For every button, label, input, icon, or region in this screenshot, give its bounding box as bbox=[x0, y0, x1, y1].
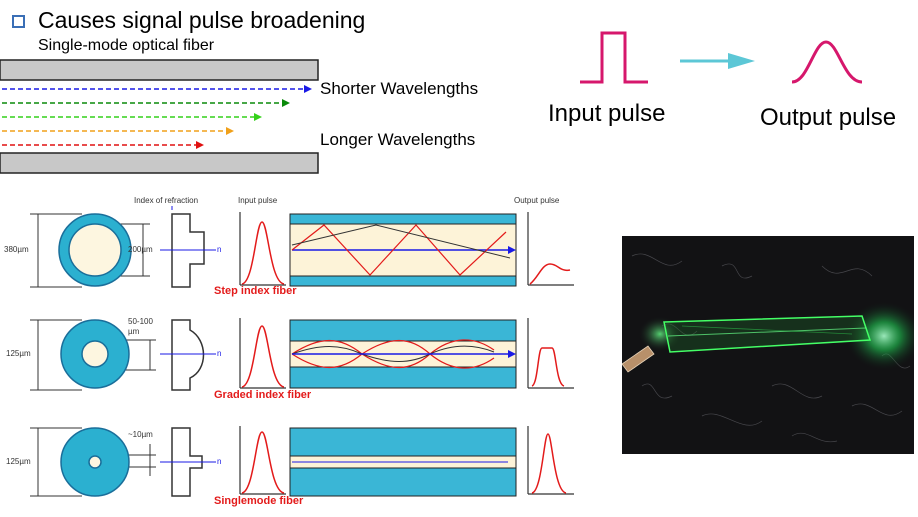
axis-n-label: n bbox=[217, 245, 222, 254]
step-index-caption: Step index fiber bbox=[214, 285, 297, 297]
output-pulse-column-label: Output pulse bbox=[514, 196, 560, 205]
fiber-cladding-bottom bbox=[0, 152, 319, 174]
input-pulse-icon bbox=[580, 31, 648, 84]
wavelength-ray-blue bbox=[2, 85, 312, 93]
input-pulse-curve bbox=[241, 325, 285, 388]
fiber-core bbox=[88, 455, 102, 469]
fiber-core bbox=[68, 223, 122, 277]
outer-dimension-label: 125µm bbox=[6, 457, 31, 466]
fiber-core bbox=[81, 340, 109, 368]
singlemode-caption: Singlemode fiber bbox=[214, 495, 304, 507]
fiber-laser-photo-drawing bbox=[622, 236, 914, 454]
output-pulse-curve bbox=[529, 263, 571, 285]
axis-n-label: n bbox=[217, 457, 222, 466]
longer-wavelengths-label: Longer Wavelengths bbox=[320, 130, 476, 149]
index-profile bbox=[171, 427, 203, 497]
input-pulse-label: Input pulse bbox=[548, 100, 666, 127]
index-profile bbox=[171, 319, 205, 391]
index-profile bbox=[171, 213, 205, 288]
wavelength-ray-red bbox=[2, 141, 204, 149]
ray-path-dark bbox=[291, 345, 495, 362]
ray-path-dark bbox=[291, 224, 511, 259]
input-pulse-column-label: Input pulse bbox=[238, 196, 278, 205]
output-pulse-icon bbox=[791, 40, 863, 84]
dimension-bracket bbox=[30, 213, 150, 288]
dimension-bracket bbox=[30, 319, 156, 391]
bullet-square-icon bbox=[12, 15, 25, 28]
shorter-wavelengths-label: Shorter Wavelengths bbox=[320, 79, 479, 98]
axis-n-label: n bbox=[217, 349, 222, 358]
wavelength-ray-green bbox=[2, 113, 262, 121]
page-title: Causes signal pulse broadening bbox=[38, 7, 366, 33]
graded-index-row bbox=[30, 318, 574, 391]
right-arrow-icon bbox=[680, 53, 755, 69]
glass-fiber-rod bbox=[663, 315, 872, 353]
step-index-row bbox=[30, 206, 574, 288]
output-pulse-label: Output pulse bbox=[760, 104, 897, 131]
outer-dimension-label: 380µm bbox=[4, 245, 29, 254]
wavelength-ray-darkgreen bbox=[2, 99, 290, 107]
core-dimension-label: ~10µm bbox=[128, 430, 153, 439]
ray-path-red bbox=[291, 224, 507, 276]
index-of-refraction-label: Index of refraction bbox=[134, 196, 199, 205]
core-dimension-label: 200µm bbox=[128, 245, 153, 254]
laser-pointer bbox=[622, 345, 655, 373]
output-pulse-curve bbox=[531, 433, 567, 494]
subtitle: Single-mode optical fiber bbox=[38, 37, 215, 54]
core-dimension-unit: µm bbox=[128, 327, 140, 336]
fiber-cladding-top bbox=[0, 59, 319, 81]
core-dimension-label: 50-100 bbox=[128, 317, 153, 326]
wavelength-ray-orange bbox=[2, 127, 234, 135]
ray-path-red bbox=[291, 339, 495, 369]
output-pulse-curve bbox=[531, 347, 565, 387]
input-pulse-curve bbox=[241, 221, 285, 285]
graded-index-caption: Graded index fiber bbox=[214, 389, 312, 401]
outer-dimension-label: 125µm bbox=[6, 349, 31, 358]
fiber-laser-photo bbox=[622, 236, 914, 454]
input-pulse-curve bbox=[241, 431, 285, 494]
singlemode-row bbox=[30, 426, 574, 497]
